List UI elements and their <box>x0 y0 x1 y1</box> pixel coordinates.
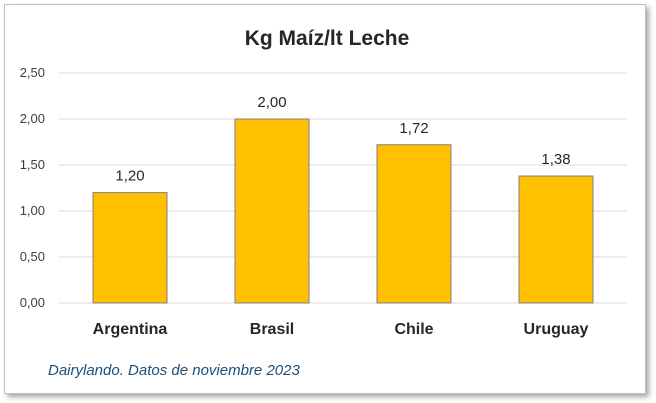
x-tick-label-brasil: Brasil <box>250 321 294 338</box>
chart-frame: Kg Maíz/lt Leche 0,00 0,50 1,00 1,50 2,00 2,5… <box>4 4 646 394</box>
data-labels: 1,20 2,00 1,72 1,38 <box>115 94 570 185</box>
chart-title: Kg Maíz/lt Leche <box>245 27 410 50</box>
chart-svg: Kg Maíz/lt Leche 0,00 0,50 1,00 1,50 2,00 2,5… <box>20 27 627 379</box>
y-tick-label: 0,00 <box>20 295 45 310</box>
y-tick-label: 1,00 <box>20 203 45 218</box>
source-note: Dairylando. Datos de noviembre 2023 <box>48 362 300 379</box>
x-tick-label-argentina: Argentina <box>93 321 168 338</box>
y-tick-label: 2,50 <box>20 65 45 80</box>
bar-chile <box>376 144 452 304</box>
y-axis-tick-labels: 0,00 0,50 1,00 1,50 2,00 2,50 <box>20 65 45 310</box>
data-label-brasil: 2,00 <box>257 94 286 111</box>
y-tick-label: 0,50 <box>20 249 45 264</box>
bar-argentina <box>92 192 168 304</box>
bar-brasil <box>234 118 310 304</box>
data-label-chile: 1,72 <box>399 120 428 137</box>
y-tick-label: 1,50 <box>20 157 45 172</box>
data-label-argentina: 1,20 <box>115 168 144 185</box>
x-axis-tick-labels: Argentina Brasil Chile Uruguay <box>93 321 589 338</box>
data-label-uruguay: 1,38 <box>541 151 570 168</box>
x-tick-label-chile: Chile <box>394 321 433 338</box>
bars <box>92 118 594 304</box>
bar-uruguay <box>518 175 594 304</box>
y-tick-label: 2,00 <box>20 111 45 126</box>
x-tick-label-uruguay: Uruguay <box>524 321 589 338</box>
